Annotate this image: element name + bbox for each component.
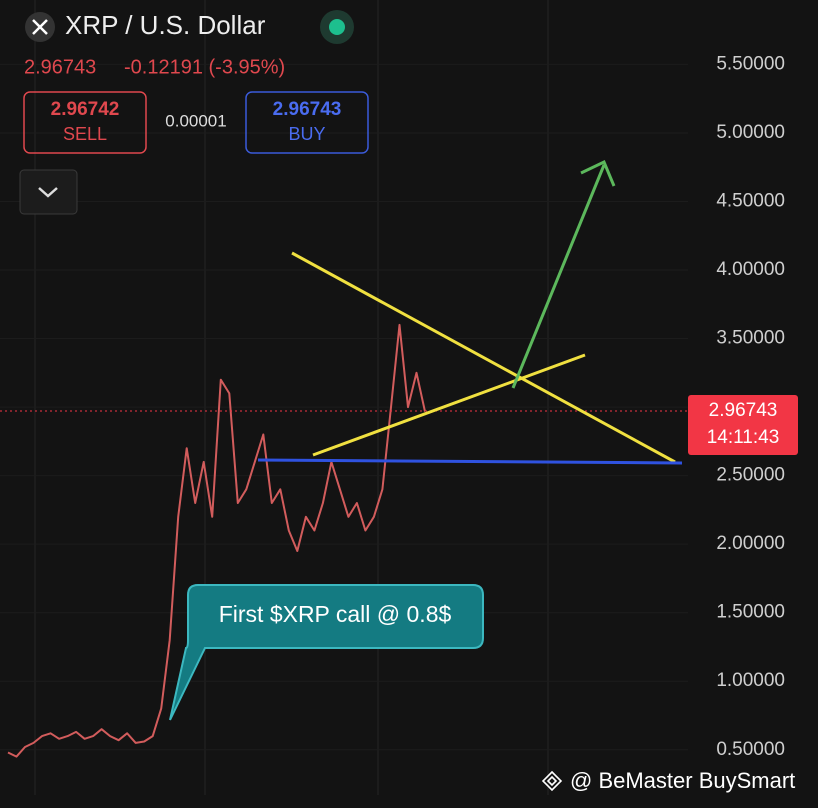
close-icon [32, 19, 48, 35]
spread: 0.00001 [165, 111, 226, 130]
buy-label: BUY [288, 124, 325, 144]
watermark-icon [541, 770, 563, 792]
price-change: -0.12191 (-3.95%) [124, 56, 285, 78]
y-tick-label: 3.50000 [716, 328, 785, 349]
y-tick-label: 1.00000 [716, 670, 785, 691]
arrow [511, 159, 616, 389]
y-tick-label: 5.50000 [716, 53, 785, 74]
price-line [7, 323, 426, 758]
y-tick-label: 2.50000 [716, 465, 785, 486]
price-tag [688, 395, 798, 455]
symbol-title: XRP / U.S. Dollar [65, 10, 266, 40]
y-tick-label: 0.50000 [716, 739, 785, 760]
trend-line [291, 251, 676, 464]
price-tag-countdown: 14:11:43 [707, 427, 780, 448]
sell-label: SELL [63, 124, 107, 144]
sell-price: 2.96742 [51, 99, 120, 120]
y-tick-label: 2.00000 [716, 533, 785, 554]
last-price: 2.96743 [24, 56, 96, 78]
buy-price: 2.96743 [273, 99, 342, 120]
watermark: @ BeMaster BuySmart [570, 768, 795, 793]
chevron [38, 187, 58, 198]
y-tick-label: 4.00000 [716, 259, 785, 280]
callout [169, 584, 484, 721]
support-line [257, 458, 683, 465]
trend-line [312, 353, 586, 457]
y-tick-label: 4.50000 [716, 191, 785, 212]
buy-button[interactable] [245, 91, 369, 154]
callout-text: First $XRP call @ 0.8$ [219, 601, 452, 627]
sell-button[interactable] [23, 91, 147, 154]
dropdown-button[interactable] [19, 169, 78, 215]
y-tick-label: 1.50000 [716, 602, 785, 623]
y-tick-label: 5.00000 [716, 122, 785, 143]
price-tag-price: 2.96743 [709, 400, 778, 421]
status-dot [329, 19, 345, 35]
